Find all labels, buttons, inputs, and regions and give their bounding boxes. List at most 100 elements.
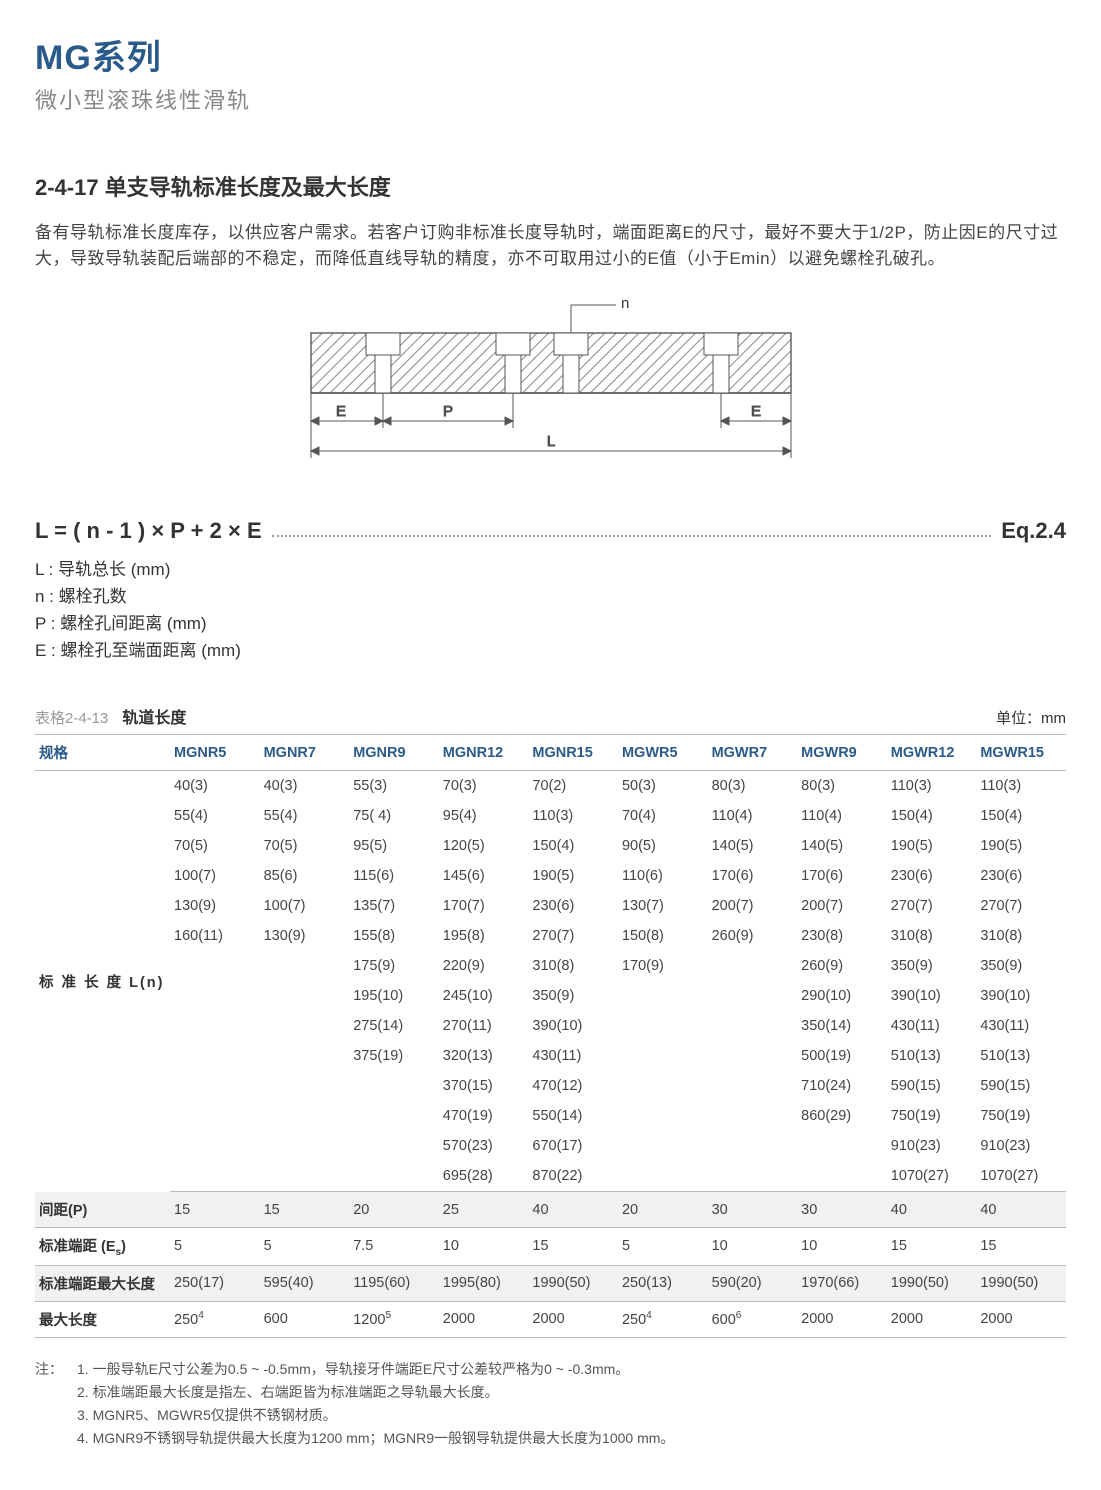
data-cell: 6006 bbox=[708, 1301, 798, 1337]
data-cell: 5 bbox=[618, 1227, 708, 1265]
data-cell: 130(7) bbox=[618, 891, 708, 921]
table-tag: 表格2-4-13 bbox=[35, 707, 108, 728]
note-line: 3. MGNR5、MGWR5仅提供不锈钢材质。 bbox=[35, 1404, 1066, 1427]
data-cell: 40 bbox=[528, 1192, 618, 1228]
data-cell: 170(9) bbox=[618, 951, 708, 981]
data-cell: 190(5) bbox=[887, 831, 977, 861]
data-cell: 175(9) bbox=[349, 951, 439, 981]
data-cell bbox=[170, 1131, 260, 1161]
data-cell: 40(3) bbox=[170, 771, 260, 802]
data-cell: 10 bbox=[708, 1227, 798, 1265]
data-cell: 40 bbox=[976, 1192, 1066, 1228]
data-cell: 110(3) bbox=[887, 771, 977, 802]
data-cell: 170(7) bbox=[439, 891, 529, 921]
data-cell bbox=[797, 1161, 887, 1192]
data-cell: 390(10) bbox=[887, 981, 977, 1011]
data-cell bbox=[797, 1131, 887, 1161]
data-cell: 85(6) bbox=[260, 861, 350, 891]
data-cell bbox=[170, 1041, 260, 1071]
data-cell: 1990(50) bbox=[528, 1265, 618, 1301]
data-cell bbox=[618, 1161, 708, 1192]
data-cell: 270(7) bbox=[887, 891, 977, 921]
col-header: MGWR9 bbox=[797, 735, 887, 771]
data-cell: 390(10) bbox=[976, 981, 1066, 1011]
data-cell: 590(15) bbox=[887, 1071, 977, 1101]
row-label: 最大长度 bbox=[35, 1301, 170, 1337]
data-cell: 110(6) bbox=[618, 861, 708, 891]
data-cell bbox=[708, 1071, 798, 1101]
table-unit: 单位：mm bbox=[996, 707, 1066, 728]
data-cell: 910(23) bbox=[887, 1131, 977, 1161]
data-cell: 510(13) bbox=[887, 1041, 977, 1071]
data-cell bbox=[708, 1101, 798, 1131]
data-cell bbox=[618, 1071, 708, 1101]
data-cell: 12005 bbox=[349, 1301, 439, 1337]
note-prefix: 注： bbox=[35, 1358, 77, 1381]
data-cell: 150(4) bbox=[528, 831, 618, 861]
data-cell: 2504 bbox=[618, 1301, 708, 1337]
data-cell: 200(7) bbox=[797, 891, 887, 921]
data-cell: 95(4) bbox=[439, 801, 529, 831]
data-cell: 55(3) bbox=[349, 771, 439, 802]
table-title: 轨道长度 bbox=[122, 704, 186, 728]
data-cell: 1070(27) bbox=[887, 1161, 977, 1192]
data-cell: 20 bbox=[349, 1192, 439, 1228]
data-cell bbox=[349, 1101, 439, 1131]
data-cell bbox=[260, 1161, 350, 1192]
data-cell: 130(9) bbox=[260, 921, 350, 951]
data-cell: 120(5) bbox=[439, 831, 529, 861]
data-cell bbox=[260, 981, 350, 1011]
data-cell: 160(11) bbox=[170, 921, 260, 951]
data-cell: 2000 bbox=[797, 1301, 887, 1337]
data-cell bbox=[708, 1161, 798, 1192]
data-cell: 270(7) bbox=[976, 891, 1066, 921]
data-cell: 190(5) bbox=[976, 831, 1066, 861]
data-cell: 250(13) bbox=[618, 1265, 708, 1301]
data-cell bbox=[260, 1131, 350, 1161]
data-cell: 710(24) bbox=[797, 1071, 887, 1101]
legend-line: P : 螺栓孔间距离 (mm) bbox=[35, 610, 1066, 637]
data-cell: 2000 bbox=[439, 1301, 529, 1337]
data-cell: 50(3) bbox=[618, 771, 708, 802]
page-subtitle: 微小型滚珠线性滑轨 bbox=[35, 83, 1066, 115]
data-cell: 2504 bbox=[170, 1301, 260, 1337]
data-cell: 870(22) bbox=[528, 1161, 618, 1192]
data-cell: 430(11) bbox=[887, 1011, 977, 1041]
data-cell: 750(19) bbox=[976, 1101, 1066, 1131]
data-cell: 40 bbox=[887, 1192, 977, 1228]
data-cell: 135(7) bbox=[349, 891, 439, 921]
data-cell bbox=[170, 1011, 260, 1041]
data-cell: 370(15) bbox=[439, 1071, 529, 1101]
data-cell: 170(6) bbox=[797, 861, 887, 891]
data-cell: 70(4) bbox=[618, 801, 708, 831]
data-cell: 350(14) bbox=[797, 1011, 887, 1041]
formula-row: L = ( n - 1 ) × P + 2 × E Eq.2.4 bbox=[35, 518, 1066, 544]
data-cell: 1995(80) bbox=[439, 1265, 529, 1301]
data-cell bbox=[170, 1161, 260, 1192]
legend-line: n : 螺栓孔数 bbox=[35, 583, 1066, 610]
formula-eq-ref: Eq.2.4 bbox=[1001, 518, 1066, 544]
note-text: 1. 一般导轨E尺寸公差为0.5 ~ -0.5mm，导轨接牙件端距E尺寸公差较严… bbox=[77, 1361, 629, 1377]
spec-table: 规格MGNR5MGNR7MGNR9MGNR12MGNR15MGWR5MGWR7M… bbox=[35, 734, 1066, 1337]
data-cell: 110(3) bbox=[976, 771, 1066, 802]
col-header: MGNR9 bbox=[349, 735, 439, 771]
data-cell bbox=[618, 981, 708, 1011]
data-cell: 70(3) bbox=[439, 771, 529, 802]
data-cell: 1990(50) bbox=[887, 1265, 977, 1301]
data-cell: 5 bbox=[260, 1227, 350, 1265]
data-cell: 100(7) bbox=[260, 891, 350, 921]
diagram-label-n: n bbox=[621, 295, 629, 312]
data-cell: 95(5) bbox=[349, 831, 439, 861]
data-cell bbox=[260, 951, 350, 981]
data-cell: 570(23) bbox=[439, 1131, 529, 1161]
data-cell bbox=[260, 1011, 350, 1041]
data-cell: 2000 bbox=[887, 1301, 977, 1337]
data-cell: 220(9) bbox=[439, 951, 529, 981]
data-cell: 310(8) bbox=[528, 951, 618, 981]
formula-legend: L : 导轨总长 (mm) n : 螺栓孔数 P : 螺栓孔间距离 (mm) E… bbox=[35, 556, 1066, 665]
data-cell: 470(19) bbox=[439, 1101, 529, 1131]
data-cell: 150(8) bbox=[618, 921, 708, 951]
intro-paragraph: 备有导轨标准长度库存，以供应客户需求。若客户订购非标准长度导轨时，端面距离E的尺… bbox=[35, 220, 1066, 273]
data-cell: 250(17) bbox=[170, 1265, 260, 1301]
data-cell: 230(6) bbox=[887, 861, 977, 891]
